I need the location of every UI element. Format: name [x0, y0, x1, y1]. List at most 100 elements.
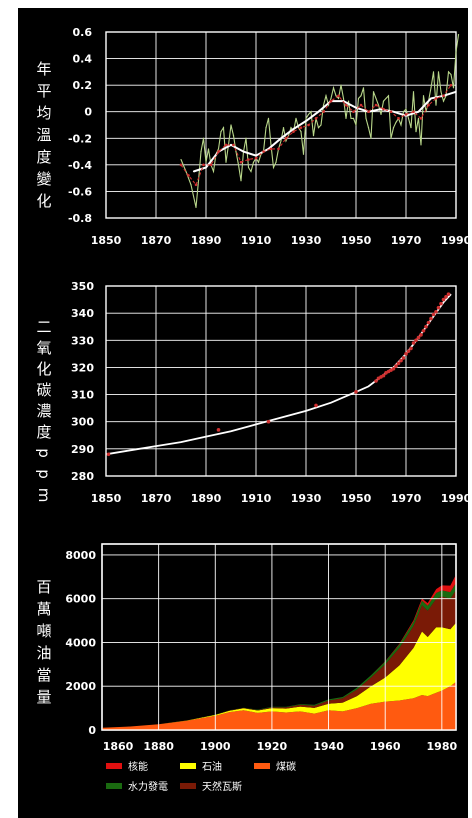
- data-point: [435, 104, 437, 106]
- data-point: [224, 143, 228, 147]
- data-point: [314, 117, 318, 120]
- data-point: [254, 156, 258, 160]
- y-tick-label: 0: [88, 724, 96, 737]
- data-point: [190, 184, 192, 186]
- data-point: [352, 117, 355, 119]
- legend-label: 石油: [202, 760, 222, 773]
- data-point: [395, 121, 397, 123]
- data-point: [417, 111, 420, 113]
- data-point: [317, 111, 320, 113]
- data-point: [222, 127, 225, 129]
- co2-measurement-point: [396, 361, 401, 366]
- data-point: [427, 103, 430, 107]
- co2-measurement-point: [404, 352, 408, 356]
- data-point: [375, 97, 377, 100]
- data-point: [267, 117, 270, 119]
- y-tick-label: 8000: [65, 549, 96, 562]
- co2-measurement-point: [399, 358, 403, 363]
- data-point: [347, 100, 350, 102]
- data-point: [417, 117, 420, 119]
- data-point: [392, 127, 395, 129]
- data-point: [367, 110, 370, 114]
- data-point: [220, 131, 222, 133]
- co2-measurement-point: [354, 390, 358, 394]
- data-point: [355, 107, 357, 109]
- data-point: [355, 124, 357, 126]
- data-point: [359, 103, 363, 107]
- y-axis-label-char: p: [35, 448, 53, 458]
- x-tick-label: 1850: [91, 492, 122, 505]
- y-tick-label: 2000: [65, 680, 96, 693]
- co2-measurement-point: [421, 328, 426, 333]
- y-tick-label: 350: [71, 280, 94, 293]
- y-axis-label-char: 平: [36, 82, 51, 100]
- data-point: [457, 34, 460, 36]
- legend-label: 水力發電: [128, 780, 168, 793]
- data-point: [412, 110, 415, 114]
- co2-measurement-point: [416, 335, 421, 340]
- data-point: [329, 99, 333, 103]
- data-point: [194, 183, 198, 187]
- y-tick-label: -0.4: [68, 159, 92, 172]
- data-point: [442, 100, 445, 102]
- data-point: [239, 160, 243, 164]
- coal-area: [102, 681, 456, 730]
- data-point: [447, 71, 450, 73]
- data-point: [284, 136, 288, 140]
- co2-measurement-point: [426, 320, 431, 325]
- data-point: [412, 91, 415, 93]
- data-point: [380, 108, 382, 110]
- data-point: [245, 137, 247, 139]
- data-point: [350, 117, 352, 119]
- legend-swatch: [106, 763, 122, 769]
- data-point: [455, 51, 457, 53]
- data-point: [207, 148, 210, 150]
- co2-measurement-point: [444, 295, 448, 299]
- y-tick-label: 320: [71, 361, 94, 374]
- x-tick-label: 1950: [341, 492, 372, 505]
- data-point: [322, 110, 325, 114]
- x-tick-label: 1900: [200, 740, 231, 753]
- data-point: [305, 117, 307, 119]
- y-tick-label: 0.2: [73, 79, 93, 92]
- y-tick-label: 340: [71, 307, 94, 320]
- data-point: [360, 95, 362, 97]
- data-point: [332, 87, 335, 89]
- co2-measurement-point: [394, 364, 398, 368]
- y-axis-label-char: 均: [36, 104, 51, 122]
- y-axis-label-char: 化: [36, 360, 51, 378]
- smoothed-temp-series: [193, 90, 457, 173]
- data-point: [357, 97, 360, 100]
- legend-label: 天然瓦斯: [202, 780, 242, 793]
- y-tick-label: -0.6: [68, 185, 92, 198]
- co2-measurement-point: [106, 452, 111, 457]
- data-point: [217, 150, 220, 153]
- y-tick-label: 0.4: [73, 53, 93, 66]
- x-tick-label: 1970: [391, 234, 422, 247]
- legend-swatch: [106, 783, 122, 789]
- x-tick-label: 1960: [370, 740, 401, 753]
- x-tick-label: 1870: [141, 492, 172, 505]
- data-point: [455, 91, 457, 93]
- y-axis-label-char: 噸: [36, 622, 51, 640]
- y-tick-label: 290: [71, 443, 94, 456]
- data-point: [195, 206, 197, 208]
- data-point: [405, 108, 407, 110]
- co2-measurement-point: [266, 419, 271, 424]
- co2-measurement-point: [446, 292, 451, 296]
- y-axis-label-char: 量: [36, 688, 51, 706]
- data-point: [437, 71, 440, 73]
- data-point: [330, 97, 332, 100]
- y-tick-label: 0: [84, 106, 92, 119]
- data-point: [252, 161, 255, 163]
- data-point: [187, 174, 190, 177]
- data-point: [404, 113, 408, 116]
- co2-measurement-point: [434, 309, 438, 314]
- legend-label: 煤碳: [276, 760, 296, 773]
- x-tick-label: 1910: [241, 234, 272, 247]
- data-point: [362, 87, 365, 89]
- data-point: [400, 124, 402, 126]
- data-point: [440, 91, 442, 93]
- data-point: [307, 123, 310, 127]
